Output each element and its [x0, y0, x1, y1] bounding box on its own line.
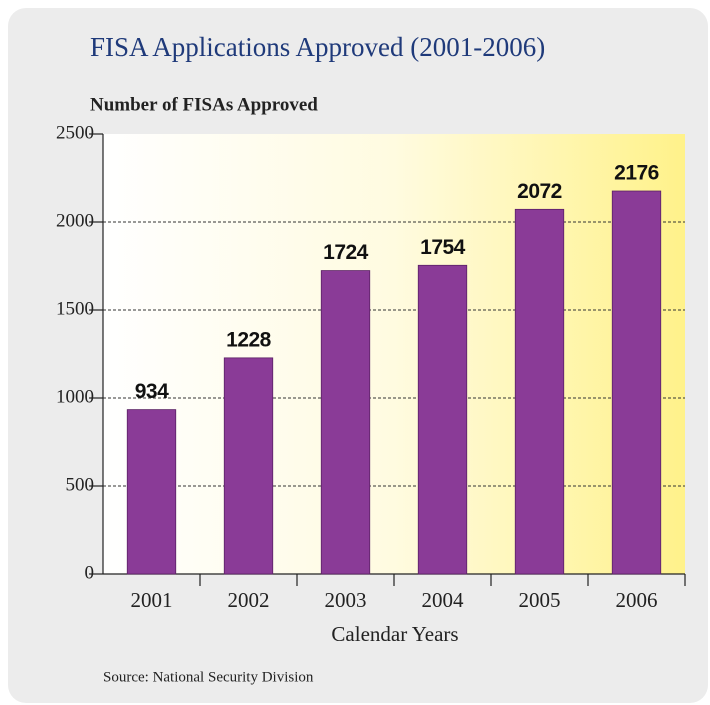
bar	[223, 357, 274, 575]
x-tick-label: 2002	[228, 588, 270, 612]
bar	[514, 208, 565, 575]
x-tick-label: 2005	[519, 588, 561, 612]
x-tick-label: 2006	[616, 588, 658, 612]
y-tick-label: 2000	[56, 210, 94, 231]
value-label: 1724	[323, 241, 369, 264]
bar	[417, 264, 468, 575]
bar	[611, 190, 662, 575]
bar	[320, 270, 371, 575]
value-label: 1754	[420, 236, 466, 259]
bar	[126, 409, 177, 575]
y-axis-label: Number of FISAs Approved	[90, 94, 318, 115]
y-tick-label: 2500	[56, 122, 94, 143]
value-label: 934	[135, 380, 169, 403]
y-tick-label: 1000	[56, 386, 94, 407]
y-tick-label: 0	[85, 562, 95, 583]
x-axis-label: Calendar Years	[331, 622, 458, 646]
value-label: 2072	[517, 180, 562, 203]
value-label: 2176	[614, 162, 659, 185]
x-tick-label: 2003	[325, 588, 367, 612]
chart-title: FISA Applications Approved (2001-2006)	[90, 32, 545, 62]
x-tick-label: 2004	[422, 588, 465, 612]
source: Source: National Security Division	[103, 669, 314, 685]
y-tick-label: 1500	[56, 298, 94, 319]
value-label: 1228	[226, 328, 272, 351]
plot-area	[103, 134, 685, 574]
y-tick-label: 500	[66, 474, 95, 495]
x-tick-label: 2001	[131, 588, 173, 612]
